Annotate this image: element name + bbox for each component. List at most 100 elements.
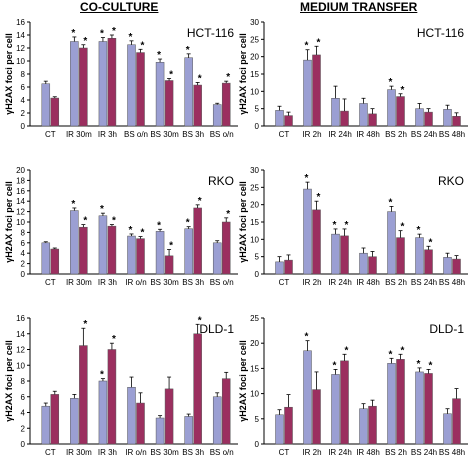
significance-star: *	[100, 204, 104, 215]
significance-star: *	[429, 360, 433, 371]
bar-series-a	[41, 242, 51, 275]
x-tick-label: IR 48h	[356, 278, 380, 287]
significance-star: *	[112, 334, 116, 345]
x-tick-label: IR 24h	[328, 448, 352, 457]
significance-star: *	[401, 345, 405, 356]
x-tick-label: IR o/n	[125, 278, 146, 287]
panel-title: RKO	[208, 174, 234, 188]
y-tick-label: 2	[21, 260, 26, 269]
significance-star: *	[186, 45, 190, 56]
x-tick-label: BS 3h	[182, 278, 204, 287]
y-axis-label: γH2AX foci per cell	[238, 33, 248, 115]
y-tick-label: 0	[255, 440, 260, 449]
y-tick-label: 20	[250, 339, 259, 348]
panel-title: RKO	[438, 174, 464, 188]
bar-series-b	[221, 82, 231, 127]
bar-series-a	[212, 104, 222, 127]
bar-series-a	[359, 103, 368, 127]
y-tick-label: 0	[21, 270, 26, 279]
x-tick-label: BS 24h	[411, 278, 437, 287]
bar-series-b	[107, 349, 117, 445]
x-tick-label: CT	[45, 448, 56, 457]
bar-series-a	[155, 62, 165, 127]
bar-series-a	[415, 108, 424, 127]
y-tick-label: 10	[16, 57, 25, 66]
significance-star: *	[345, 345, 349, 356]
significance-star: *	[83, 319, 87, 330]
bar-series-a	[331, 233, 340, 275]
significance-star: *	[83, 216, 87, 227]
significance-star: *	[198, 73, 202, 84]
significance-star: *	[112, 216, 116, 227]
bar-series-a	[184, 228, 193, 275]
y-tick-label: 15	[250, 218, 259, 227]
y-tick-label: 12	[16, 208, 25, 217]
bar-series-b	[284, 115, 293, 127]
bar-series-a	[275, 261, 284, 275]
significance-star: *	[100, 29, 104, 40]
bar-series-b	[424, 249, 433, 275]
bar-series-b	[312, 209, 321, 275]
bar-series-b	[79, 345, 88, 445]
bar-series-a	[70, 41, 79, 127]
x-tick-label: IR 30m	[66, 448, 92, 457]
y-tick-label: 15	[250, 364, 259, 373]
y-tick-label: 8	[21, 70, 26, 79]
y-tick-label: 30	[250, 166, 259, 175]
x-tick-label: IR 24h	[328, 278, 352, 287]
y-tick-label: 18	[16, 176, 25, 185]
y-tick-label: 12	[16, 346, 25, 355]
x-tick-label: IR 2h	[302, 278, 321, 287]
bar-series-a	[331, 374, 340, 445]
y-tick-label: 20	[250, 53, 259, 62]
significance-star: *	[417, 359, 421, 370]
x-tick-label: CT	[45, 130, 56, 139]
y-tick-label: 8	[21, 377, 26, 386]
significance-star: *	[129, 32, 133, 43]
bar-series-b	[136, 402, 145, 445]
significance-star: *	[226, 72, 230, 83]
x-tick-label: CT	[279, 448, 290, 457]
bar-series-b	[424, 373, 433, 445]
x-tick-label: BS 48h	[439, 278, 465, 287]
x-tick-label: BS 2h	[385, 448, 407, 457]
bar-series-b	[396, 359, 405, 445]
significance-star: *	[129, 225, 133, 236]
bar-series-b	[340, 110, 349, 127]
x-tick-label: CT	[45, 278, 56, 287]
significance-star: *	[169, 70, 173, 81]
chart-panel-co-culture-dld1: 0 2 4 6 8 10 12 14 16 γH2AX foci per cell DLD-1 CT *…	[4, 314, 238, 457]
bar-series-a	[387, 363, 396, 445]
x-tick-label: CT	[279, 130, 290, 139]
bar-series-a	[303, 188, 312, 275]
x-tick-label: IR 24h	[328, 130, 352, 139]
bar-series-a	[127, 44, 136, 127]
bar-series-a	[275, 414, 284, 445]
y-tick-label: 10	[250, 390, 259, 399]
y-tick-label: 14	[16, 31, 25, 40]
bar-series-a	[212, 396, 222, 445]
bar-series-b	[221, 221, 231, 275]
y-tick-label: 5	[255, 105, 260, 114]
significance-star: *	[305, 173, 309, 184]
y-tick-label: 0	[255, 122, 260, 131]
x-tick-label: BS o/n	[124, 130, 148, 139]
significance-star: *	[317, 37, 321, 48]
bar-series-b	[340, 235, 349, 275]
bar-series-a	[184, 57, 193, 127]
significance-star: *	[71, 28, 75, 39]
x-tick-label: IR 2h	[302, 448, 321, 457]
y-tick-label: 2	[21, 109, 26, 118]
y-tick-label: 10	[250, 87, 259, 96]
bar-series-a	[70, 398, 79, 445]
bar-series-b	[164, 255, 174, 275]
x-tick-label: BS 2h	[385, 278, 407, 287]
bar-series-b	[284, 406, 293, 445]
panel-title: DLD-1	[199, 322, 234, 336]
significance-star: *	[333, 360, 337, 371]
significance-star: *	[186, 218, 190, 229]
y-tick-label: 16	[16, 314, 25, 323]
y-tick-label: 20	[250, 201, 259, 210]
significance-star: *	[169, 241, 173, 252]
x-tick-label: BS 30m	[150, 448, 179, 457]
